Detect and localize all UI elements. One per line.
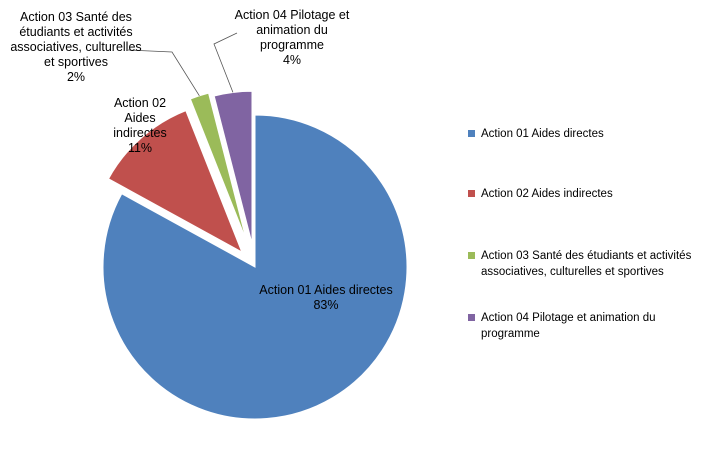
legend-item: Action 04 Pilotage et animation du progra… <box>468 310 698 342</box>
pie-slice <box>107 110 243 254</box>
legend-label: Action 04 Pilotage et animation du progra… <box>481 312 656 340</box>
leader-line <box>213 32 238 93</box>
leader-lines <box>127 32 238 97</box>
legend-item: Action 03 Santé des étudiants et activit… <box>468 248 698 280</box>
legend-label: Action 03 Santé des étudiants et activit… <box>481 250 692 278</box>
legend-swatch <box>468 190 475 197</box>
legend-label: Action 02 Aides indirectes <box>481 188 613 200</box>
slice-label: Action 04 Pilotage et animation du program… <box>235 8 350 67</box>
legend-swatch <box>468 314 475 321</box>
legend-swatch <box>468 252 475 259</box>
slice-label: Action 02 Aides indirectes 11% <box>113 96 167 155</box>
pie-slice <box>102 114 408 420</box>
leader-line <box>127 49 200 97</box>
slice-label: Action 03 Santé des étudiants et activité… <box>10 10 141 84</box>
pie-slices <box>102 90 408 420</box>
data-labels: Action 01 Aides directes 83% Action 02 Aide… <box>10 8 392 312</box>
slice-label: Action 01 Aides directes 83% <box>259 283 392 312</box>
pie-slice <box>189 92 247 241</box>
legend-item: Action 02 Aides indirectes <box>468 186 698 202</box>
legend-label: Action 01 Aides directes <box>481 128 604 140</box>
legend-item: Action 01 Aides directes <box>468 126 698 142</box>
legend-swatch <box>468 130 475 137</box>
